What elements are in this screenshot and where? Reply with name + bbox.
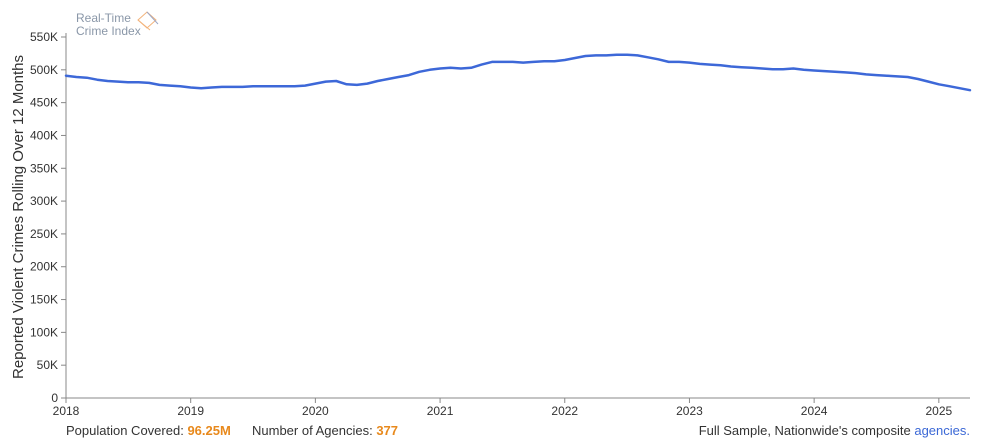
y-axis-label: Reported Violent Crimes Rolling Over 12 … (10, 55, 27, 379)
x-tick-label: 2023 (676, 404, 703, 418)
logo-diamond-icon (137, 11, 159, 31)
x-tick-label: 2021 (427, 404, 454, 418)
agencies-link[interactable]: agencies. (914, 423, 970, 438)
y-tick-label: 200K (30, 260, 58, 274)
axes (65, 33, 970, 399)
y-tick-label: 350K (30, 161, 58, 175)
y-tick-label: 250K (30, 227, 58, 241)
y-tick-label: 0 (51, 391, 58, 405)
number-of-agencies: Number of Agencies: 377 (252, 423, 398, 438)
series-line (64, 53, 972, 92)
x-tick-label: 2018 (53, 404, 80, 418)
sample-note: Full Sample, Nationwide's composite agen… (699, 423, 970, 438)
population-value: 96.25M (187, 423, 231, 438)
y-tick-label: 450K (30, 96, 58, 110)
y-tick-label: 300K (30, 194, 58, 208)
series-group (64, 53, 972, 92)
x-tick-label: 2020 (302, 404, 329, 418)
population-covered: Population Covered: 96.25M (66, 423, 231, 438)
y-tick-label: 150K (30, 293, 58, 307)
logo-line2: Crime Index (76, 24, 141, 38)
y-tick-label: 100K (30, 325, 58, 339)
agencies-value: 377 (376, 423, 399, 438)
logo-line1: Real-Time (76, 11, 131, 25)
y-axis-ticks: 0 50K 100K 150K 200K 250K 300K 350K 400K 450K 500K… (30, 30, 66, 405)
y-tick-label: 50K (37, 358, 58, 372)
x-axis-ticks: 2018 2019 2020 2021 2022 2023 2024 2025 (53, 398, 952, 418)
x-tick-label: 2025 (925, 404, 952, 418)
population-label: Population Covered: (66, 423, 184, 438)
sample-text: Full Sample, Nationwide's composite (698, 423, 911, 438)
x-tick-label: 2022 (551, 404, 578, 418)
agencies-label: Number of Agencies: (252, 423, 373, 438)
y-tick-label: 550K (30, 30, 58, 44)
y-tick-label: 500K (30, 63, 58, 77)
real-time-crime-index-logo: Real-Time Crime Index (76, 11, 159, 38)
x-tick-label: 2024 (801, 404, 828, 418)
y-tick-label: 400K (30, 128, 58, 142)
x-tick-label: 2019 (177, 404, 204, 418)
